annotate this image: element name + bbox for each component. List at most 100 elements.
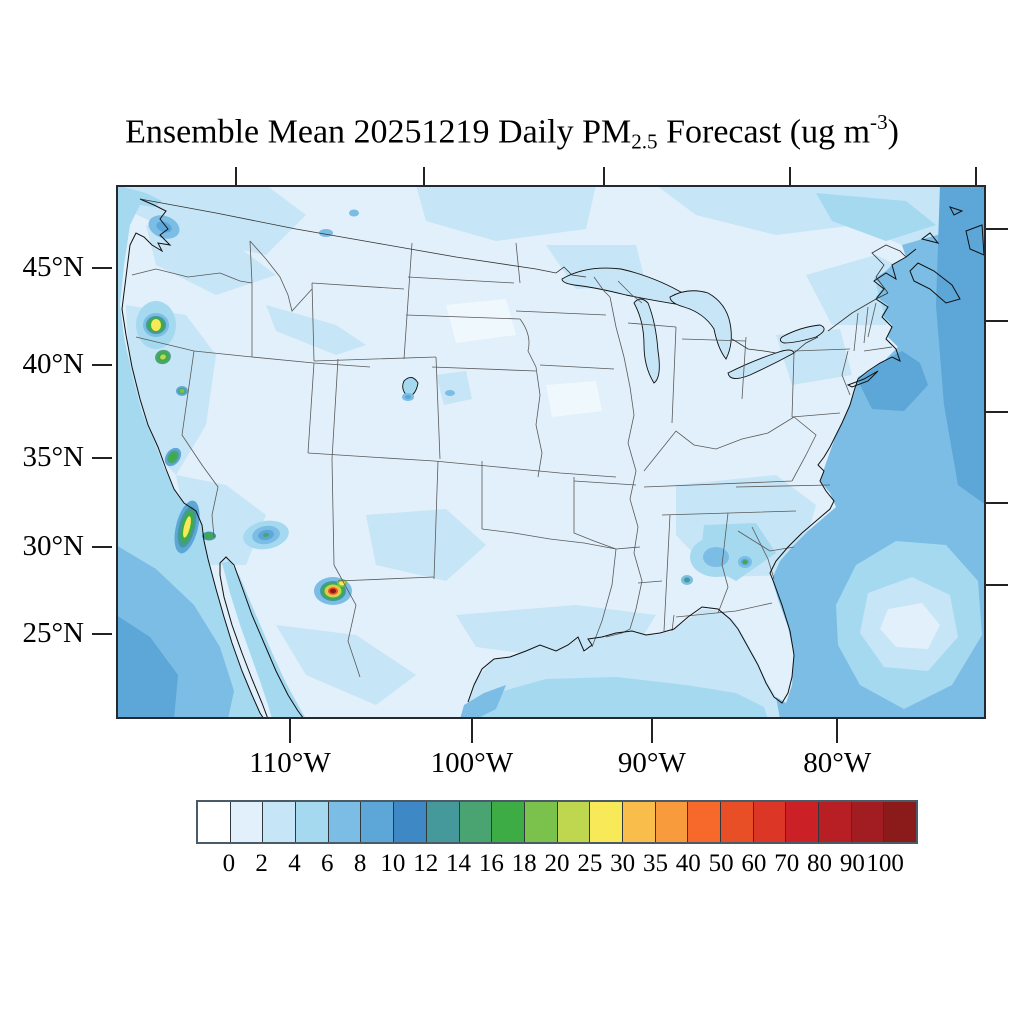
colorbar-cell	[425, 802, 459, 842]
forecast-map	[116, 185, 986, 719]
colorbar-tick-label: 90	[839, 850, 865, 877]
colorbar-tick-label: 50	[708, 850, 734, 877]
map-frame	[116, 185, 986, 719]
colorbar-cell	[621, 802, 655, 842]
hotspot-socal-strip	[174, 500, 200, 554]
colorbar-cell	[589, 802, 622, 842]
lon-tick	[470, 719, 473, 743]
colorbar-tick-label: 80	[807, 850, 833, 877]
colorbar-cell	[752, 802, 786, 842]
lat-tick-label: 30°N	[22, 530, 84, 563]
hotspot-denver-dot	[445, 390, 455, 396]
lon-tick	[650, 719, 653, 743]
hotspot-northern-california-smoke	[136, 301, 176, 349]
colorbar-tick-label: 40	[675, 850, 701, 877]
colorbar-tick-label: 30	[610, 850, 636, 877]
colorbar-tick-label: 100	[866, 850, 904, 877]
title-prefix: Ensemble Mean 20251219 Daily PM	[125, 113, 632, 151]
top-lon-tick	[235, 167, 238, 185]
colorbar	[196, 800, 918, 844]
colorbar-cell	[556, 802, 590, 842]
colorbar-cell	[198, 802, 230, 842]
plot-title: Ensemble Mean 20251219 Daily PM2.5 Forec…	[62, 110, 962, 155]
colorbar-cell	[654, 802, 688, 842]
lon-tick	[289, 719, 291, 743]
top-lon-tick	[422, 167, 425, 185]
colorbar-cell	[687, 802, 720, 842]
title-subscript: 2.5	[631, 129, 658, 154]
hotspot-salt-lake-dot	[402, 393, 414, 401]
colorbar-tick-label: 10	[380, 850, 406, 877]
colorbar-tick-label: 16	[478, 850, 504, 877]
hotspot-alabama-dot	[681, 575, 693, 585]
right-lat-tick	[986, 227, 1008, 230]
colorbar-tick-label: 20	[544, 850, 570, 877]
colorbar-cell	[458, 802, 492, 842]
pm25-hotspots	[136, 209, 752, 605]
hotspot-phoenix-blob	[243, 520, 289, 550]
colorbar-tick-label: 12	[413, 850, 439, 877]
colorbar-cell	[360, 802, 394, 842]
colorbar-labels: 0 2 4 6 8 10 12 14 16 18 20 25 30 35 40 50 60 70 80 90 100	[196, 850, 918, 880]
coastlines	[121, 198, 985, 719]
colorbar-tick-label: 6	[321, 850, 334, 877]
colorbar-cell	[523, 802, 557, 842]
hotspot-tahoe-dot	[176, 386, 188, 396]
colorbar-cell	[785, 802, 819, 842]
lon-tick	[836, 719, 839, 743]
top-lon-tick	[603, 167, 606, 185]
great-lakes	[402, 267, 825, 398]
hotspot-georgia-dot	[738, 556, 752, 568]
colorbar-tick-label: 35	[642, 850, 668, 877]
lat-tick	[92, 633, 112, 636]
top-lon-tick	[789, 167, 792, 185]
lat-tick-label: 40°N	[22, 347, 84, 380]
colorbar-cell	[229, 802, 263, 842]
colorbar-cell	[327, 802, 361, 842]
right-lat-tick	[986, 320, 1008, 323]
colorbar-tick-label: 4	[288, 850, 301, 877]
lon-tick-label: 90°W	[617, 747, 686, 779]
hotspot-imperial-valley-dot	[202, 531, 216, 541]
colorbar-cell	[818, 802, 851, 842]
colorbar-cell	[720, 802, 753, 842]
right-lat-tick	[986, 501, 1008, 504]
colorbar-tick-label: 0	[222, 850, 236, 877]
colorbar-tick-label: 14	[446, 850, 472, 877]
lat-tick-label: 35°N	[22, 440, 84, 473]
colorbar-cell	[295, 802, 328, 842]
lat-tick	[92, 456, 112, 459]
hotspot-norcal-secondary	[155, 349, 171, 365]
colorbar-tick-label: 70	[774, 850, 800, 877]
right-lat-tick	[986, 583, 1008, 586]
colorbar-tick-label: 2	[255, 850, 268, 877]
colorbar-tick-label: 8	[353, 850, 367, 877]
hotspot-central-valley	[164, 447, 182, 467]
lat-tick-label: 25°N	[22, 617, 84, 650]
lon-tick-label: 100°W	[430, 747, 514, 779]
colorbar-tick-label: 25	[577, 850, 603, 877]
colorbar-cell	[850, 802, 884, 842]
title-superscript: -3	[870, 110, 888, 134]
right-lat-tick	[986, 410, 1008, 413]
state-borders	[131, 240, 893, 678]
lat-tick	[92, 546, 112, 549]
title-suffix: )	[887, 113, 899, 151]
hotspot-georgia-blob	[690, 537, 742, 577]
colorbar-cell	[491, 802, 524, 842]
lon-tick-label: 110°W	[249, 747, 331, 779]
title-middle: Forecast (ug m	[657, 113, 871, 151]
map-area: 45°N 40°N 35°N 30°N 25°N 110°W 100°W 90°W 80°W	[22, 167, 1008, 779]
lat-tick	[92, 266, 112, 269]
lon-tick-label: 80°W	[803, 747, 872, 779]
colorbar-cell	[883, 802, 917, 842]
colorbar-tick-label: 18	[511, 850, 537, 877]
hotspot-border-bc-dot	[349, 209, 359, 217]
colorbar-cell	[262, 802, 296, 842]
lat-tick	[92, 363, 112, 366]
oceans	[116, 185, 986, 719]
colorbar-cell	[393, 802, 426, 842]
colorbar-tick-label: 60	[741, 850, 767, 877]
lat-tick-label: 45°N	[22, 250, 84, 283]
